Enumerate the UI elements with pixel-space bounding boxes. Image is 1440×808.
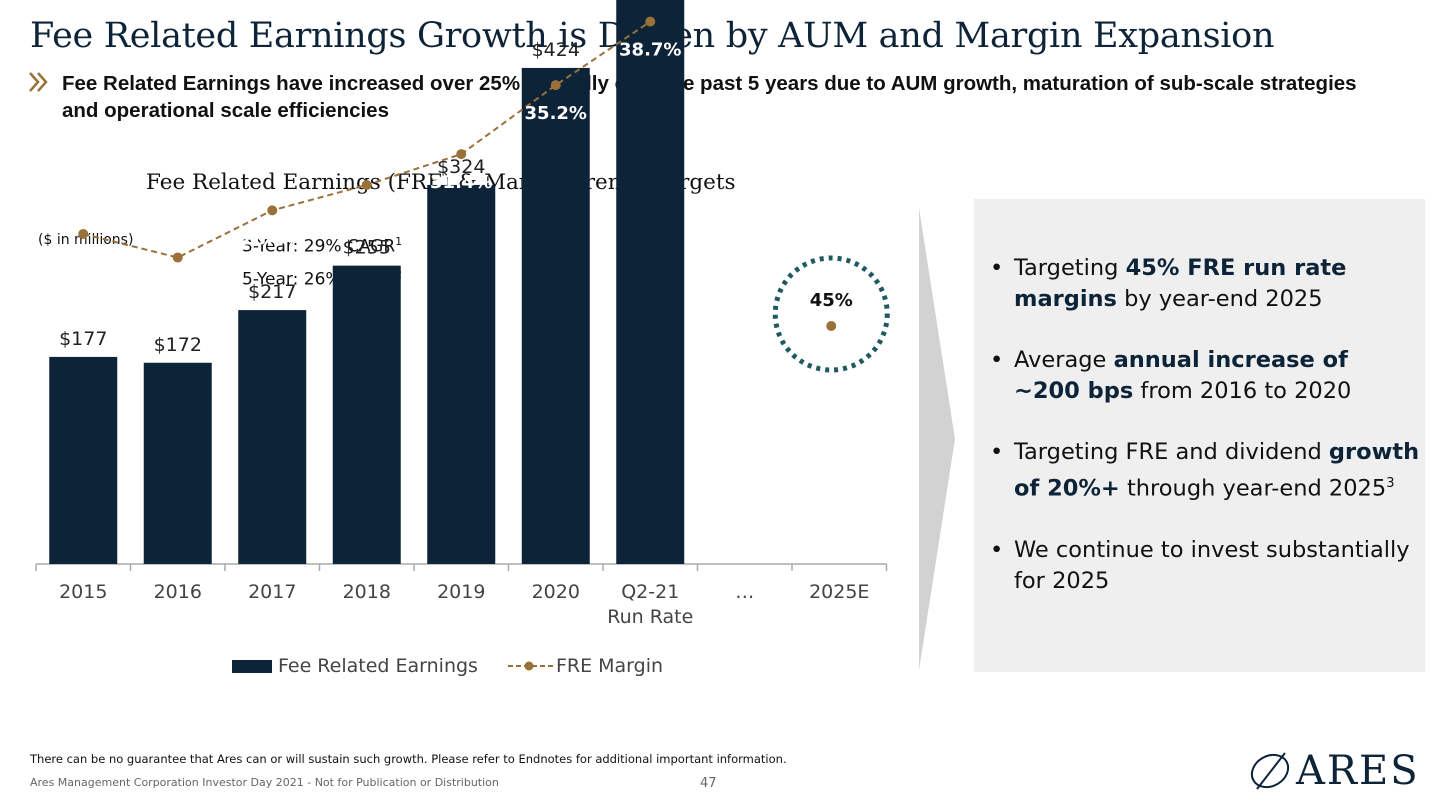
ares-logo-icon [1250, 752, 1290, 790]
x-tick-label: 2016 [154, 581, 202, 603]
bar-value-label: $255 [343, 237, 391, 259]
fre-margin-label: 25.7% [147, 276, 209, 297]
chart-legend: Fee Related Earnings FRE Margin [232, 655, 663, 677]
bar-value-label: $324 [437, 156, 485, 178]
bar-value-label: $172 [154, 334, 202, 356]
fre-margin-label: 31.4% [430, 172, 492, 193]
footnote: There can be no guarantee that Ares can … [30, 752, 787, 766]
bullet-list: Targeting 45% FRE run rate margins by ye… [990, 253, 1420, 627]
target-margin-point [826, 321, 837, 331]
x-tick-label: 2025E [809, 581, 869, 603]
fre-margin-label: 38.7% [619, 40, 681, 61]
bar-2020 [521, 67, 590, 565]
fre-margin-point [550, 80, 561, 91]
bullet-item: Targeting FRE and dividend growth of 20%… [990, 437, 1420, 505]
double-chevron-icon [29, 72, 48, 92]
key-points-panel: Targeting 45% FRE run rate margins by ye… [974, 199, 1425, 672]
x-tick-label: … [735, 581, 754, 603]
footer-text: Ares Management Corporation Investor Day… [30, 776, 499, 789]
x-tick-label: 2018 [343, 581, 391, 603]
legend-line-label: FRE Margin [555, 655, 664, 677]
fre-margin-label: 35.2% [525, 103, 587, 124]
bar-2017 [238, 310, 307, 564]
x-tick-label: 2020 [532, 581, 580, 603]
x-tick-label: 2017 [248, 581, 296, 603]
fre-margin-label: 29.7% [336, 203, 398, 224]
target-ring [772, 255, 890, 373]
legend-bar-swatch [232, 659, 272, 673]
bar-value-label: $217 [248, 281, 296, 303]
x-tick-label: 2019 [437, 581, 485, 603]
bar-q2-21 [616, 0, 685, 565]
bar-value-label: $177 [59, 328, 107, 350]
bullet-item: Average annual increase of ~200 bps from… [990, 345, 1420, 407]
fre-margin-point [267, 205, 278, 216]
bullet-item: We continue to invest substantially for … [990, 535, 1420, 597]
ares-logo-text: ARES [1296, 748, 1420, 794]
fre-margin-point [78, 228, 89, 239]
ares-logo: ARES [1248, 748, 1420, 794]
bar-2016 [143, 362, 212, 564]
cagr-3yr: 3-Year: 29% CAGR1 [242, 235, 403, 257]
fre-margin-label: 27.0% [52, 252, 114, 273]
subtitle: Fee Related Earnings have increased over… [62, 72, 1357, 122]
x-tick-label: Run Rate [607, 606, 693, 628]
legend-line-swatch [507, 661, 554, 671]
bullet-item: Targeting 45% FRE run rate margins by ye… [990, 253, 1420, 315]
legend-bars-label: Fee Related Earnings [278, 655, 478, 677]
bar-2019 [427, 184, 496, 565]
bar-value-label: $424 [532, 39, 580, 61]
bar-2018 [332, 265, 401, 564]
target-margin-label: 45% [810, 290, 853, 311]
page-number: 47 [700, 776, 717, 791]
x-tick-label: 2015 [59, 581, 107, 603]
fre-margin-point [172, 252, 183, 263]
bar-2015 [49, 356, 118, 564]
fre-chart: $177 2015 $172 2016 $217 2017 $255 2018 $324 2019… [35, 0, 890, 628]
fre-margin-point [456, 149, 467, 160]
units-note: ($ in millions) [38, 232, 134, 248]
fre-margin-point [645, 16, 656, 27]
x-tick-label: Q2-21 [621, 581, 679, 603]
fre-margin-label: 28.3% [241, 228, 303, 249]
fre-margin-point [361, 179, 372, 190]
chevron-arrow-shape [919, 208, 955, 670]
